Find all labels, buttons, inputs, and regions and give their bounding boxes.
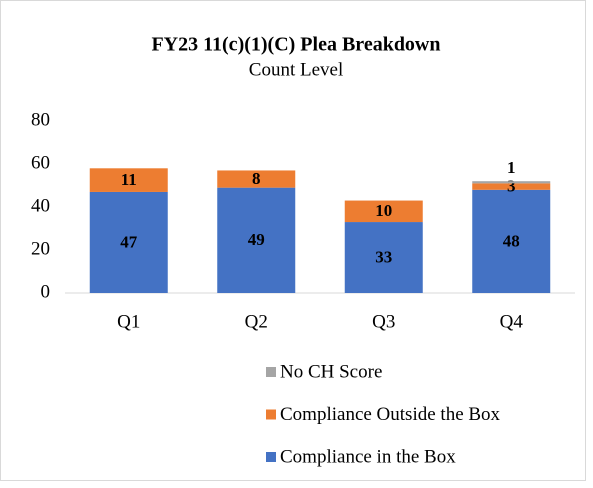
data-label: 49 (248, 230, 265, 249)
chart-subtitle: Count Level (249, 59, 343, 80)
x-tick-label: Q3 (372, 311, 395, 332)
data-label: 8 (252, 169, 261, 188)
y-tick-label: 60 (31, 152, 50, 173)
x-tick-label: Q2 (245, 311, 268, 332)
data-label: 48 (503, 231, 520, 250)
legend-label: Compliance Outside the Box (280, 404, 501, 425)
bar-segment (89, 168, 168, 192)
bar-segment (472, 181, 551, 184)
bar-segment (472, 189, 551, 293)
x-tick-label: Q4 (500, 311, 524, 332)
legend-swatch (266, 367, 276, 377)
legend-swatch (266, 409, 276, 420)
y-tick-label: 20 (31, 238, 50, 259)
legend-swatch (266, 452, 276, 462)
bar-segment (344, 222, 423, 293)
chart-title: FY23 11(c)(1)(C) Plea Breakdown (151, 34, 440, 56)
x-tick-label: Q1 (117, 311, 140, 332)
data-label: 11 (121, 170, 137, 189)
data-label: 3 (507, 176, 516, 195)
y-tick-label: 80 (31, 109, 50, 130)
data-label: 33 (375, 247, 392, 266)
bar-segment (89, 191, 168, 293)
bar-segment (217, 170, 296, 188)
legend-label: No CH Score (280, 361, 382, 382)
data-label: 47 (120, 232, 138, 251)
y-tick-label: 0 (41, 281, 51, 302)
bar-segment (472, 183, 551, 190)
y-tick-label: 40 (31, 195, 50, 216)
data-label: 10 (375, 201, 392, 220)
data-label: 1 (507, 158, 516, 177)
bar-segment (344, 200, 423, 223)
legend-label: Compliance in the Box (280, 446, 456, 467)
bar-segment (217, 187, 296, 293)
